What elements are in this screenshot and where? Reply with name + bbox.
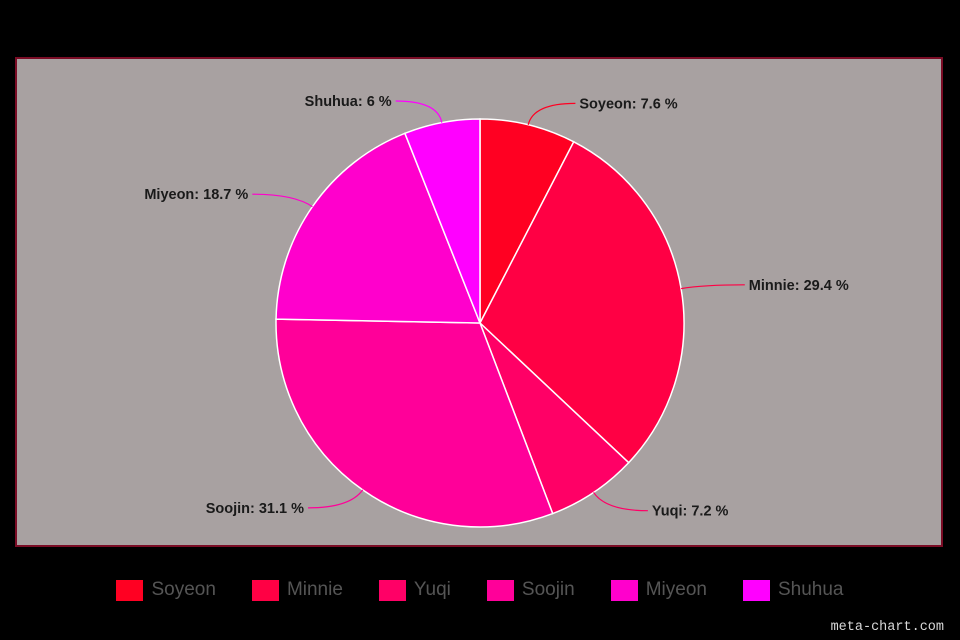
legend-swatch bbox=[378, 579, 406, 601]
callout-line-miyeon bbox=[252, 193, 313, 208]
slice-label-shuhua: Shuhua: 6 % bbox=[305, 94, 392, 110]
legend-label: Minnie bbox=[286, 579, 343, 600]
slice-label-minnie: Minnie: 29.4 % bbox=[749, 278, 849, 294]
legend-item-miyeon[interactable]: Miyeon bbox=[610, 579, 707, 601]
legend-item-shuhua[interactable]: Shuhua bbox=[742, 579, 844, 601]
callout-line-minnie bbox=[680, 284, 745, 290]
callout-line-yuqi bbox=[593, 492, 648, 512]
legend-label: Shuhua bbox=[777, 579, 844, 600]
legend-label: Soyeon bbox=[151, 579, 216, 600]
pie-slice-shuhua[interactable] bbox=[403, 118, 481, 324]
legend-label: Yuqi bbox=[413, 579, 451, 600]
legend-swatch bbox=[610, 579, 638, 601]
slice-labels: Soyeon: 7.6 % Minnie: 29.4 % Yuqi: 7.2 % So… bbox=[144, 94, 848, 520]
pie-slices bbox=[275, 118, 685, 528]
legend: Soyeon Minnie Yuqi Soojin Miyeon Shuhua bbox=[0, 574, 960, 606]
legend-item-yuqi[interactable]: Yuqi bbox=[378, 579, 451, 601]
slice-label-soojin: Soojin: 31.1 % bbox=[206, 501, 304, 517]
callout-line-shuhua bbox=[395, 100, 443, 123]
slice-label-yuqi: Yuqi: 7.2 % bbox=[652, 504, 729, 520]
legend-swatch bbox=[742, 579, 770, 601]
watermark: meta-chart.com bbox=[830, 620, 944, 635]
pie-slice-soyeon[interactable] bbox=[479, 118, 575, 324]
legend-item-soojin[interactable]: Soojin bbox=[486, 579, 575, 601]
pie-slice-soojin[interactable] bbox=[275, 318, 554, 528]
slice-label-soyeon: Soyeon: 7.6 % bbox=[579, 96, 677, 112]
pie-slice-minnie[interactable] bbox=[479, 140, 685, 464]
pie-slice-miyeon[interactable] bbox=[275, 132, 482, 324]
legend-label: Miyeon bbox=[645, 579, 707, 600]
legend-label: Soojin bbox=[521, 579, 575, 600]
slice-label-miyeon: Miyeon: 18.7 % bbox=[144, 187, 248, 203]
callout-lines bbox=[252, 100, 745, 512]
legend-swatch bbox=[251, 579, 279, 601]
legend-item-soyeon[interactable]: Soyeon bbox=[116, 579, 216, 601]
callout-line-soojin bbox=[307, 489, 364, 509]
callout-line-soyeon bbox=[527, 102, 576, 125]
legend-swatch bbox=[486, 579, 514, 601]
legend-swatch bbox=[116, 579, 144, 601]
legend-item-minnie[interactable]: Minnie bbox=[251, 579, 343, 601]
